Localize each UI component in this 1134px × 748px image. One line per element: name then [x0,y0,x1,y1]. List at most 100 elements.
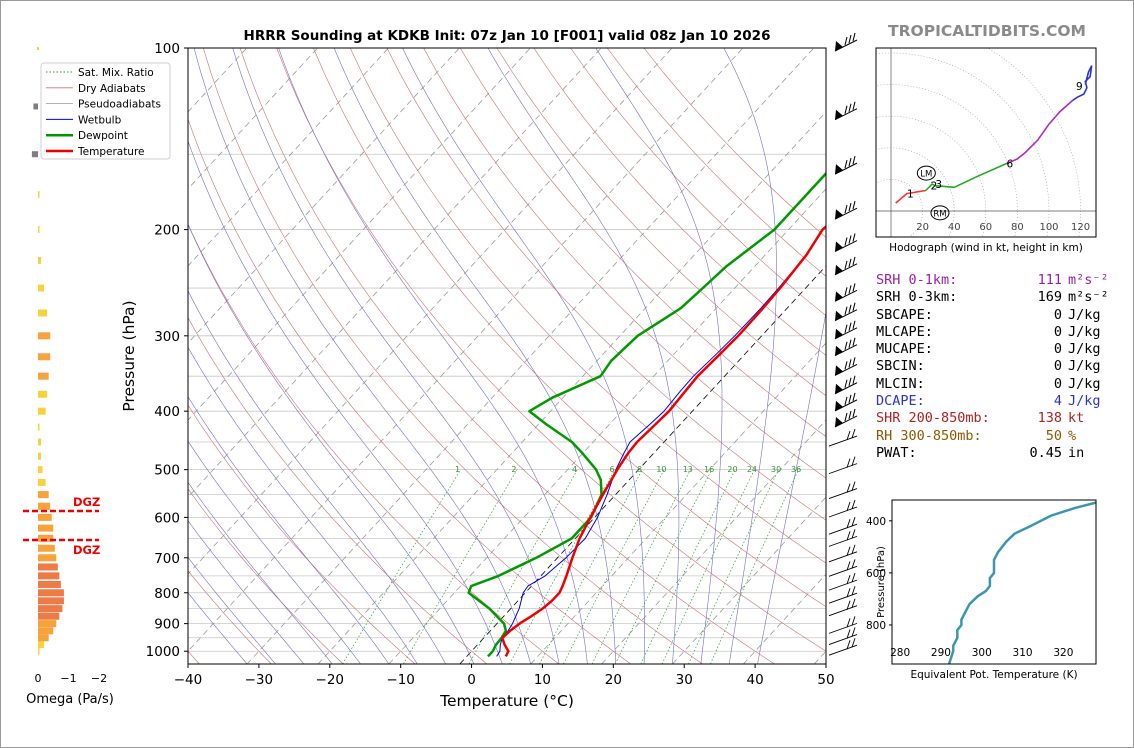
theta-e-plot: 280 290 300 310 320 400 600 800 Equivalent Pot.… [866,499,1097,681]
moist-adiabat [723,48,777,664]
index-row: MLCIN: 0 J/kg [876,376,1109,393]
wind-barb-icon [834,101,858,121]
index-value: 0 [1053,375,1062,392]
wind-barb-icon [828,456,858,475]
isotherm [317,111,826,664]
omega-bar [38,612,60,620]
moist-adiabat [278,48,588,664]
index-value: 111 [1037,272,1062,288]
y-tick-label: 700 [154,551,180,567]
y-tick-label: 300 [154,329,180,345]
x-tick-label: 10 [534,672,551,688]
omega-bar [38,332,51,340]
left-mover-marker [916,165,936,181]
wind-barb-icon [828,559,858,577]
mixing-ratio-label: 20 [727,465,737,474]
omega-bar [38,634,49,642]
index-unit: J/kg [1068,341,1101,358]
hodograph-tick-label: 120 [1071,222,1090,233]
wind-barb-icon [828,481,858,500]
omega-bar [38,641,45,649]
dry-adiabat [570,48,826,316]
surface-temperature-label: 40F [494,663,516,675]
x-tick-label: 40 [747,672,764,688]
moist-adiabat [188,140,503,664]
omega-bar [38,620,57,628]
surface-dewpoint-label: 3 [482,663,489,675]
wind-barb-icon [834,408,858,428]
index-name: MLCAPE: [876,323,933,340]
wind-barb-icon [834,256,858,276]
hodograph-xlabel: Hodograph (wind in kt, height in km) [889,242,1083,254]
theta-e-x-tick-label: 290 [931,647,951,659]
skewt-xlabel: Temperature (°C) [439,692,574,710]
moist-adiabat [188,290,446,664]
index-name: PWAT: [876,444,917,461]
index-unit: kt [1068,410,1085,427]
index-name: SBCIN: [876,358,925,375]
dry-adiabat [239,48,775,664]
wind-barb-icon [834,392,858,412]
y-tick-label: 200 [154,223,180,239]
theta-e-x-tick-label: 320 [1053,647,1073,659]
omega-bar [38,589,64,597]
x-tick-label: −20 [316,672,345,688]
mixing-ratio-line [614,469,713,664]
dry-adiabat [203,48,703,664]
skewt-plot: 1 2 4 6 8 10 13 16 20 24 30 36 3 40F −40 −30 −20 −10 0 10… [40,32,858,710]
wind-barb-icon [828,638,858,656]
wind-barb-icon [834,302,858,322]
dry-adiabat [533,48,826,356]
dry-adiabat [313,48,826,608]
index-row: SRH 0-3km: 169 m²s⁻² [876,289,1109,306]
dry-adiabat [188,317,488,664]
index-unit: J/kg [1068,358,1101,375]
moist-adiabat [188,556,276,664]
index-name: SHR 200-850mb: [876,410,990,427]
omega-bar [38,353,51,361]
temperature-line [501,224,826,657]
right-mover-marker [930,205,950,221]
mixing-ratio-label: 16 [704,465,714,474]
dry-adiabat [188,488,344,664]
mixing-ratio-line [591,469,691,664]
moist-adiabat [595,48,723,664]
sounding-indices: SRH 0-1km: 111 m²s⁻² SRH 0-3km: 169 m²s⁻² SBCA… [876,272,1109,462]
right-mover-label: RM [933,209,946,219]
dry-adiabat [188,223,560,664]
wind-barb-icon [828,517,858,535]
index-row: SHR 200-850mb: 138 kt [876,410,1109,427]
left-mover-label: LM [920,170,932,180]
theta-e-y-tick-label: 400 [866,516,886,528]
theta-e-frame [891,499,1097,665]
index-row: MLCAPE: 0 J/kg [876,324,1109,341]
index-value: 4 [1053,393,1062,410]
wind-barb-icon [828,499,858,518]
hodograph-tick-label: 100 [1039,222,1058,233]
index-value: 0 [1053,306,1062,323]
dry-adiabat [386,48,826,521]
index-name: SRH 0-1km: [876,272,958,288]
moist-adiabat [188,396,390,664]
index-row: SBCIN: 0 J/kg [876,358,1109,375]
omega-bar [38,491,49,499]
omega-bar [38,309,48,317]
omega-bar [38,452,42,460]
index-unit: m²s⁻² [1068,289,1109,306]
moist-adiabat [487,48,680,664]
moist-adiabat [188,481,333,664]
index-value: 0 [1053,358,1062,375]
wind-barb-icon [834,201,858,220]
wind-barb-icon [834,32,858,52]
index-unit: % [1068,427,1077,444]
mixing-ratio-label: 10 [656,465,666,474]
omega-bar [38,466,43,474]
hodograph-segment [895,189,926,204]
y-tick-label: 100 [154,41,180,57]
x-tick-label: 0 [467,672,476,688]
index-row: SBCAPE: 0 J/kg [876,307,1109,324]
theta-e-x-tick-label: 310 [1013,647,1033,659]
moist-adiabat [193,48,531,664]
index-unit: m²s⁻² [1068,272,1109,288]
